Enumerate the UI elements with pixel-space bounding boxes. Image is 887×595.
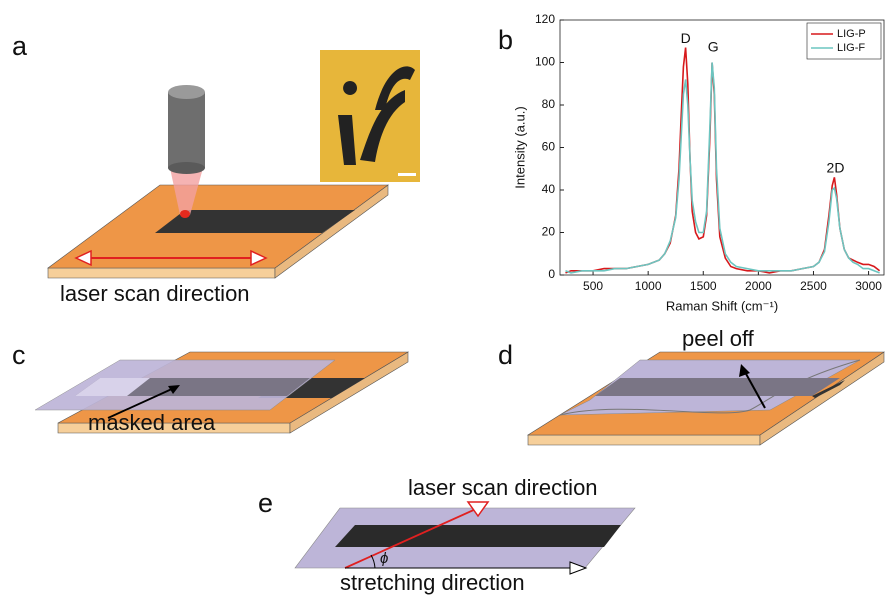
angle-label: ϕ bbox=[380, 550, 388, 567]
peak-label: G bbox=[708, 38, 719, 54]
panel-label: b bbox=[498, 25, 513, 55]
x-tick-label: 500 bbox=[583, 279, 603, 293]
illustration-shape bbox=[168, 85, 205, 99]
figure: a laser scan direction b 500100015002000… bbox=[0, 0, 887, 595]
caption: peel off bbox=[682, 326, 755, 351]
legend-label: LIG-P bbox=[837, 28, 866, 40]
illustration-shape bbox=[168, 162, 205, 174]
y-tick-label: 80 bbox=[542, 97, 556, 111]
illustration-shape bbox=[180, 210, 190, 218]
panel-label: d bbox=[498, 340, 513, 370]
panel-label: a bbox=[12, 31, 28, 61]
y-tick-label: 20 bbox=[542, 225, 556, 239]
illustration-shape bbox=[595, 378, 840, 396]
x-tick-label: 1500 bbox=[690, 279, 717, 293]
illustration-shape bbox=[168, 92, 205, 168]
illustration-shape bbox=[335, 525, 621, 547]
caption: masked area bbox=[88, 410, 216, 435]
caption: stretching direction bbox=[340, 570, 525, 595]
panel-label: e bbox=[258, 488, 273, 518]
illustration-shape bbox=[528, 435, 760, 445]
panel-label: c bbox=[12, 340, 26, 370]
caption: laser scan direction bbox=[408, 475, 598, 500]
y-tick-label: 100 bbox=[535, 55, 555, 69]
x-axis-title: Raman Shift (cm⁻¹) bbox=[666, 298, 778, 313]
raman-chart: 500 1000 1500 2000 2500 3000 0 20 40 60 80 100 120 Ra… bbox=[512, 12, 884, 313]
y-axis-title: Intensity (a.u.) bbox=[512, 106, 527, 188]
legend-label: LIG-F bbox=[837, 42, 865, 54]
y-tick-label: 60 bbox=[542, 140, 556, 154]
x-tick-label: 2000 bbox=[745, 279, 772, 293]
x-tick-label: 1000 bbox=[635, 279, 662, 293]
y-tick-label: 120 bbox=[535, 12, 555, 26]
y-tick-label: 0 bbox=[548, 267, 555, 281]
peak-label: 2D bbox=[827, 159, 845, 175]
x-tick-label: 3000 bbox=[855, 279, 882, 293]
illustration-shape bbox=[398, 173, 416, 176]
y-tick-label: 40 bbox=[542, 182, 556, 196]
peak-label: D bbox=[681, 30, 691, 46]
caption: laser scan direction bbox=[60, 281, 250, 306]
illustration-shape bbox=[48, 268, 275, 278]
x-tick-label: 2500 bbox=[800, 279, 827, 293]
